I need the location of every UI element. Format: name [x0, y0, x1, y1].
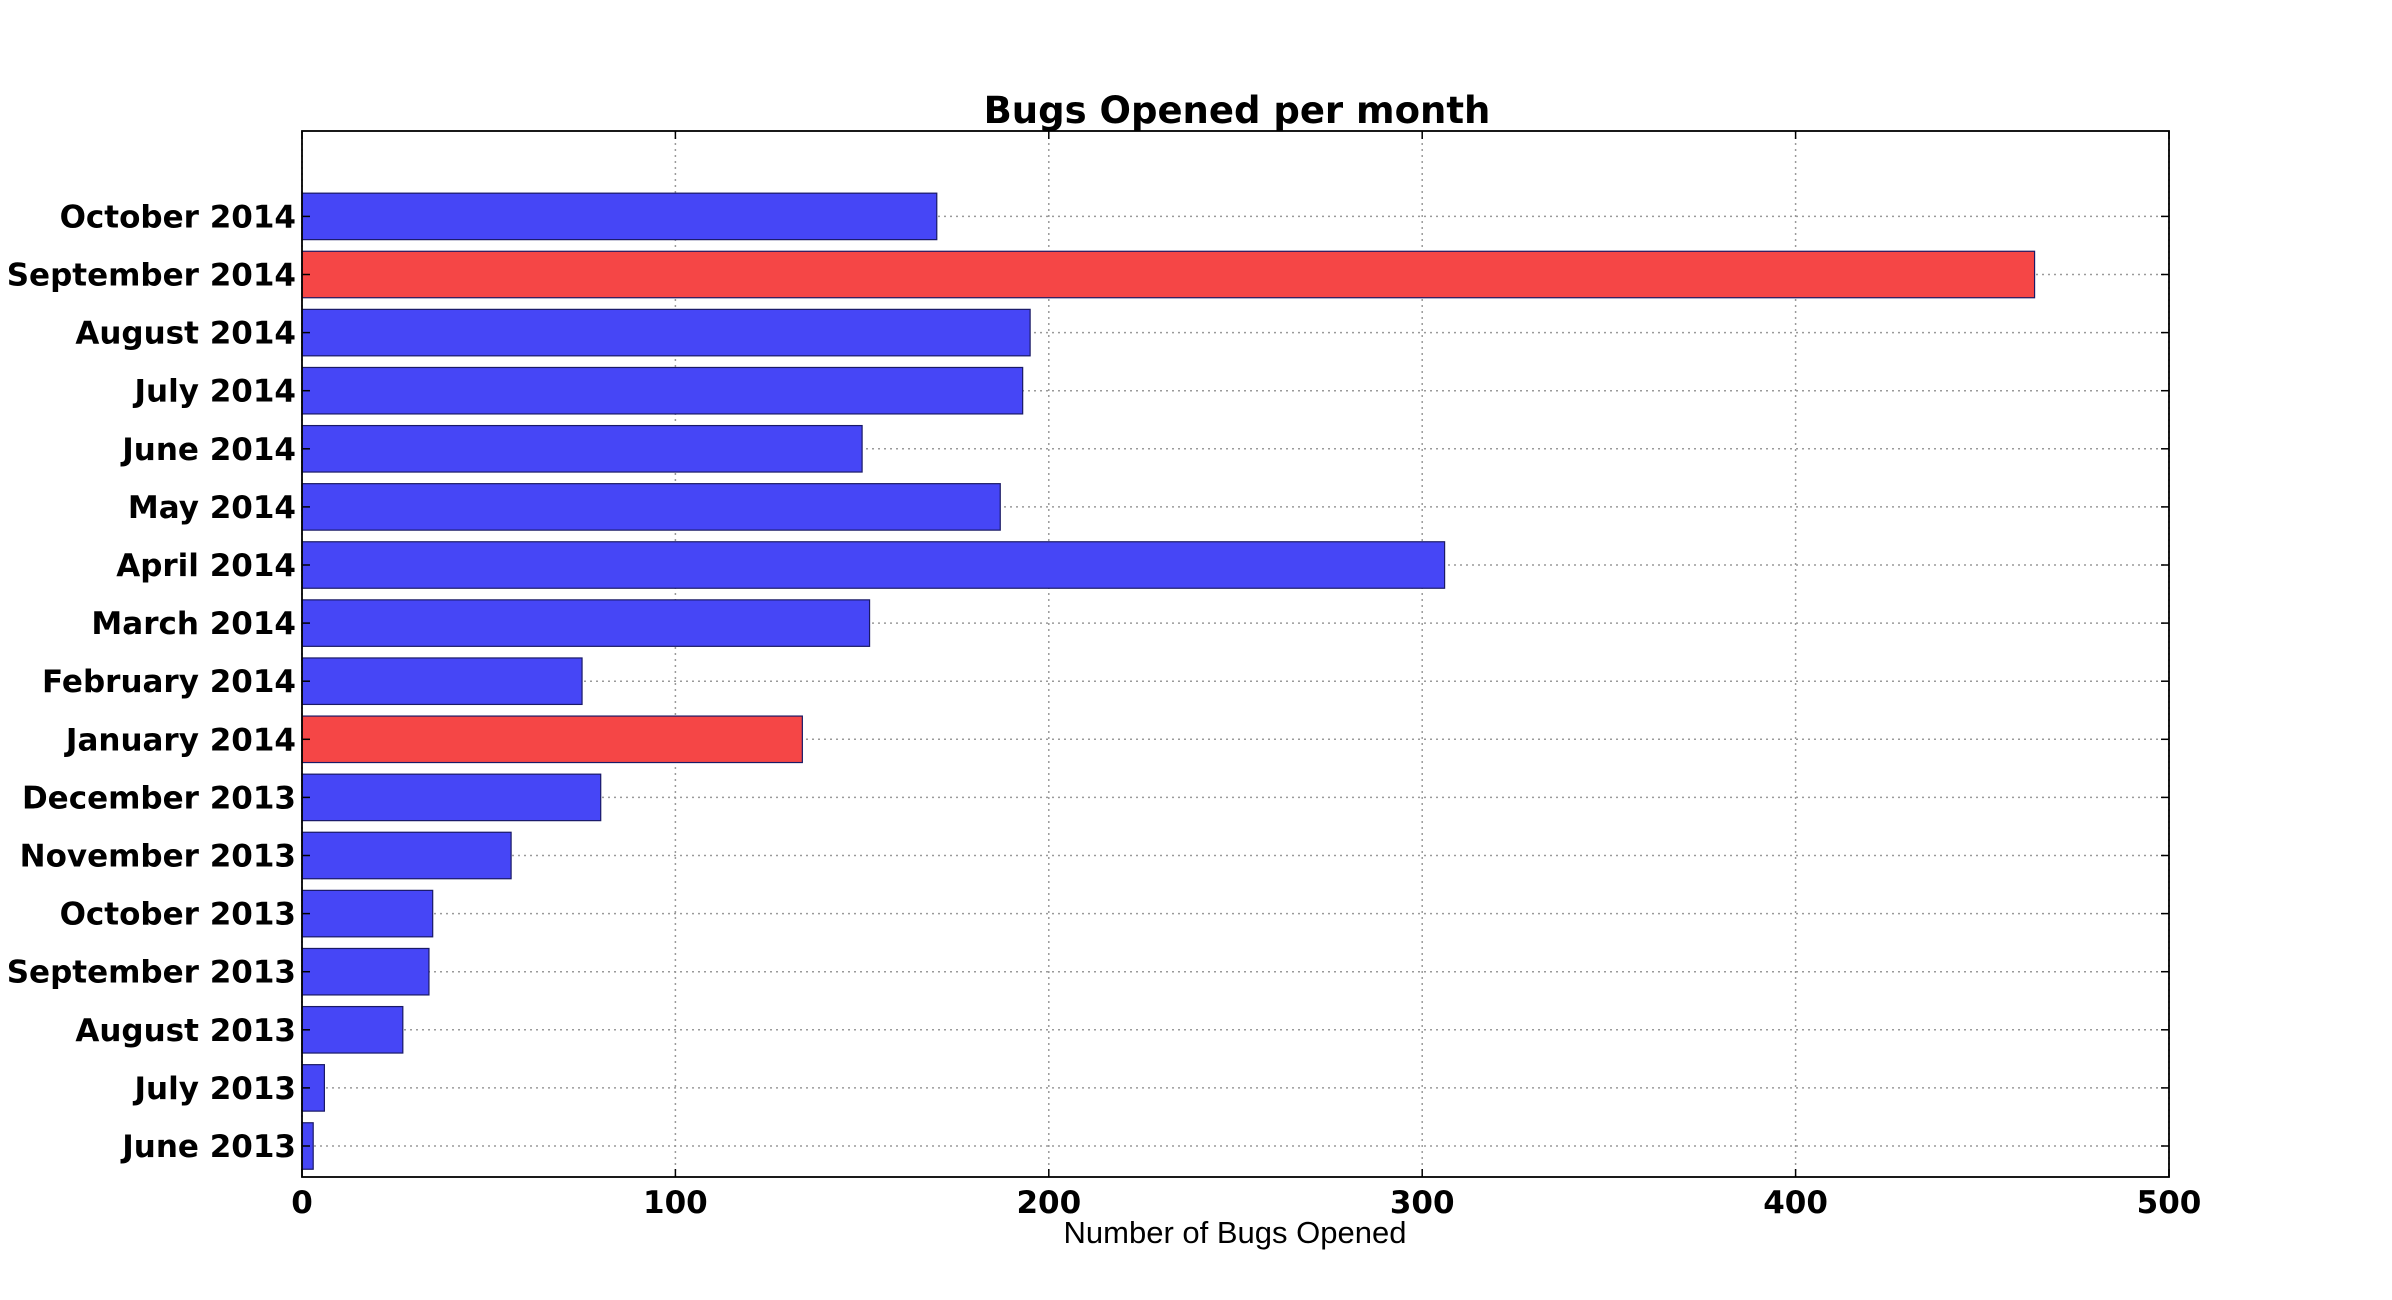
y-tick-label: September 2014 [7, 258, 296, 294]
chart-title: Bugs Opened per month [984, 89, 1491, 132]
y-tick-label: January 2014 [64, 722, 296, 758]
bars [301, 192, 2036, 1170]
y-tick-label: August 2013 [75, 1013, 296, 1049]
y-tick-label: December 2013 [22, 780, 296, 816]
y-tick-label: September 2013 [7, 955, 296, 991]
x-tick-label: 100 [643, 1185, 708, 1221]
bar-january-2014 [301, 715, 803, 764]
bar-august-2013 [301, 1005, 404, 1054]
bar-april-2014 [301, 541, 1446, 589]
bar-september-2013 [301, 947, 430, 996]
x-tick-label: 0 [291, 1185, 313, 1221]
y-tick-label: October 2013 [60, 897, 296, 933]
y-tick-label: April 2014 [116, 548, 296, 584]
bar-february-2014 [301, 657, 583, 706]
x-tick-label: 200 [1016, 1185, 1081, 1221]
y-tick-label: August 2014 [75, 316, 296, 352]
bar-july-2014 [301, 366, 1024, 415]
y-tick-label: July 2013 [132, 1071, 296, 1107]
x-tick-labels: 0 100 200 300 400 500 [291, 1185, 2201, 1221]
y-tick-label: October 2014 [60, 199, 296, 235]
x-axis-label: Number of Bugs Opened [1064, 1215, 1407, 1250]
y-tick-label: July 2014 [132, 374, 296, 410]
y-tick-labels: June 2013 July 2013 August 2013 September 2… [7, 199, 296, 1165]
y-tick-label: June 2014 [120, 432, 296, 468]
bar-june-2014 [301, 424, 863, 473]
plot-frame [301, 130, 2170, 1178]
bar-october-2014 [301, 192, 938, 241]
x-tick-label: 500 [2137, 1185, 2202, 1221]
bar-november-2013 [301, 831, 512, 880]
bar-august-2014 [301, 308, 1031, 357]
bar-september-2014 [301, 250, 2036, 299]
x-tick-label: 400 [1763, 1185, 1828, 1221]
y-tick-label: March 2014 [91, 606, 296, 642]
bar-october-2013 [301, 889, 434, 938]
bar-may-2014 [301, 483, 1001, 531]
y-tick-label: February 2014 [42, 664, 296, 700]
y-tick-label: November 2013 [20, 839, 296, 875]
y-tick-label: June 2013 [120, 1129, 296, 1165]
y-tick-label: May 2014 [128, 490, 296, 526]
tick-marks [301, 131, 2170, 1177]
bar-march-2014 [301, 599, 871, 647]
x-tick-label: 300 [1390, 1185, 1455, 1221]
bar-december-2013 [301, 773, 602, 822]
